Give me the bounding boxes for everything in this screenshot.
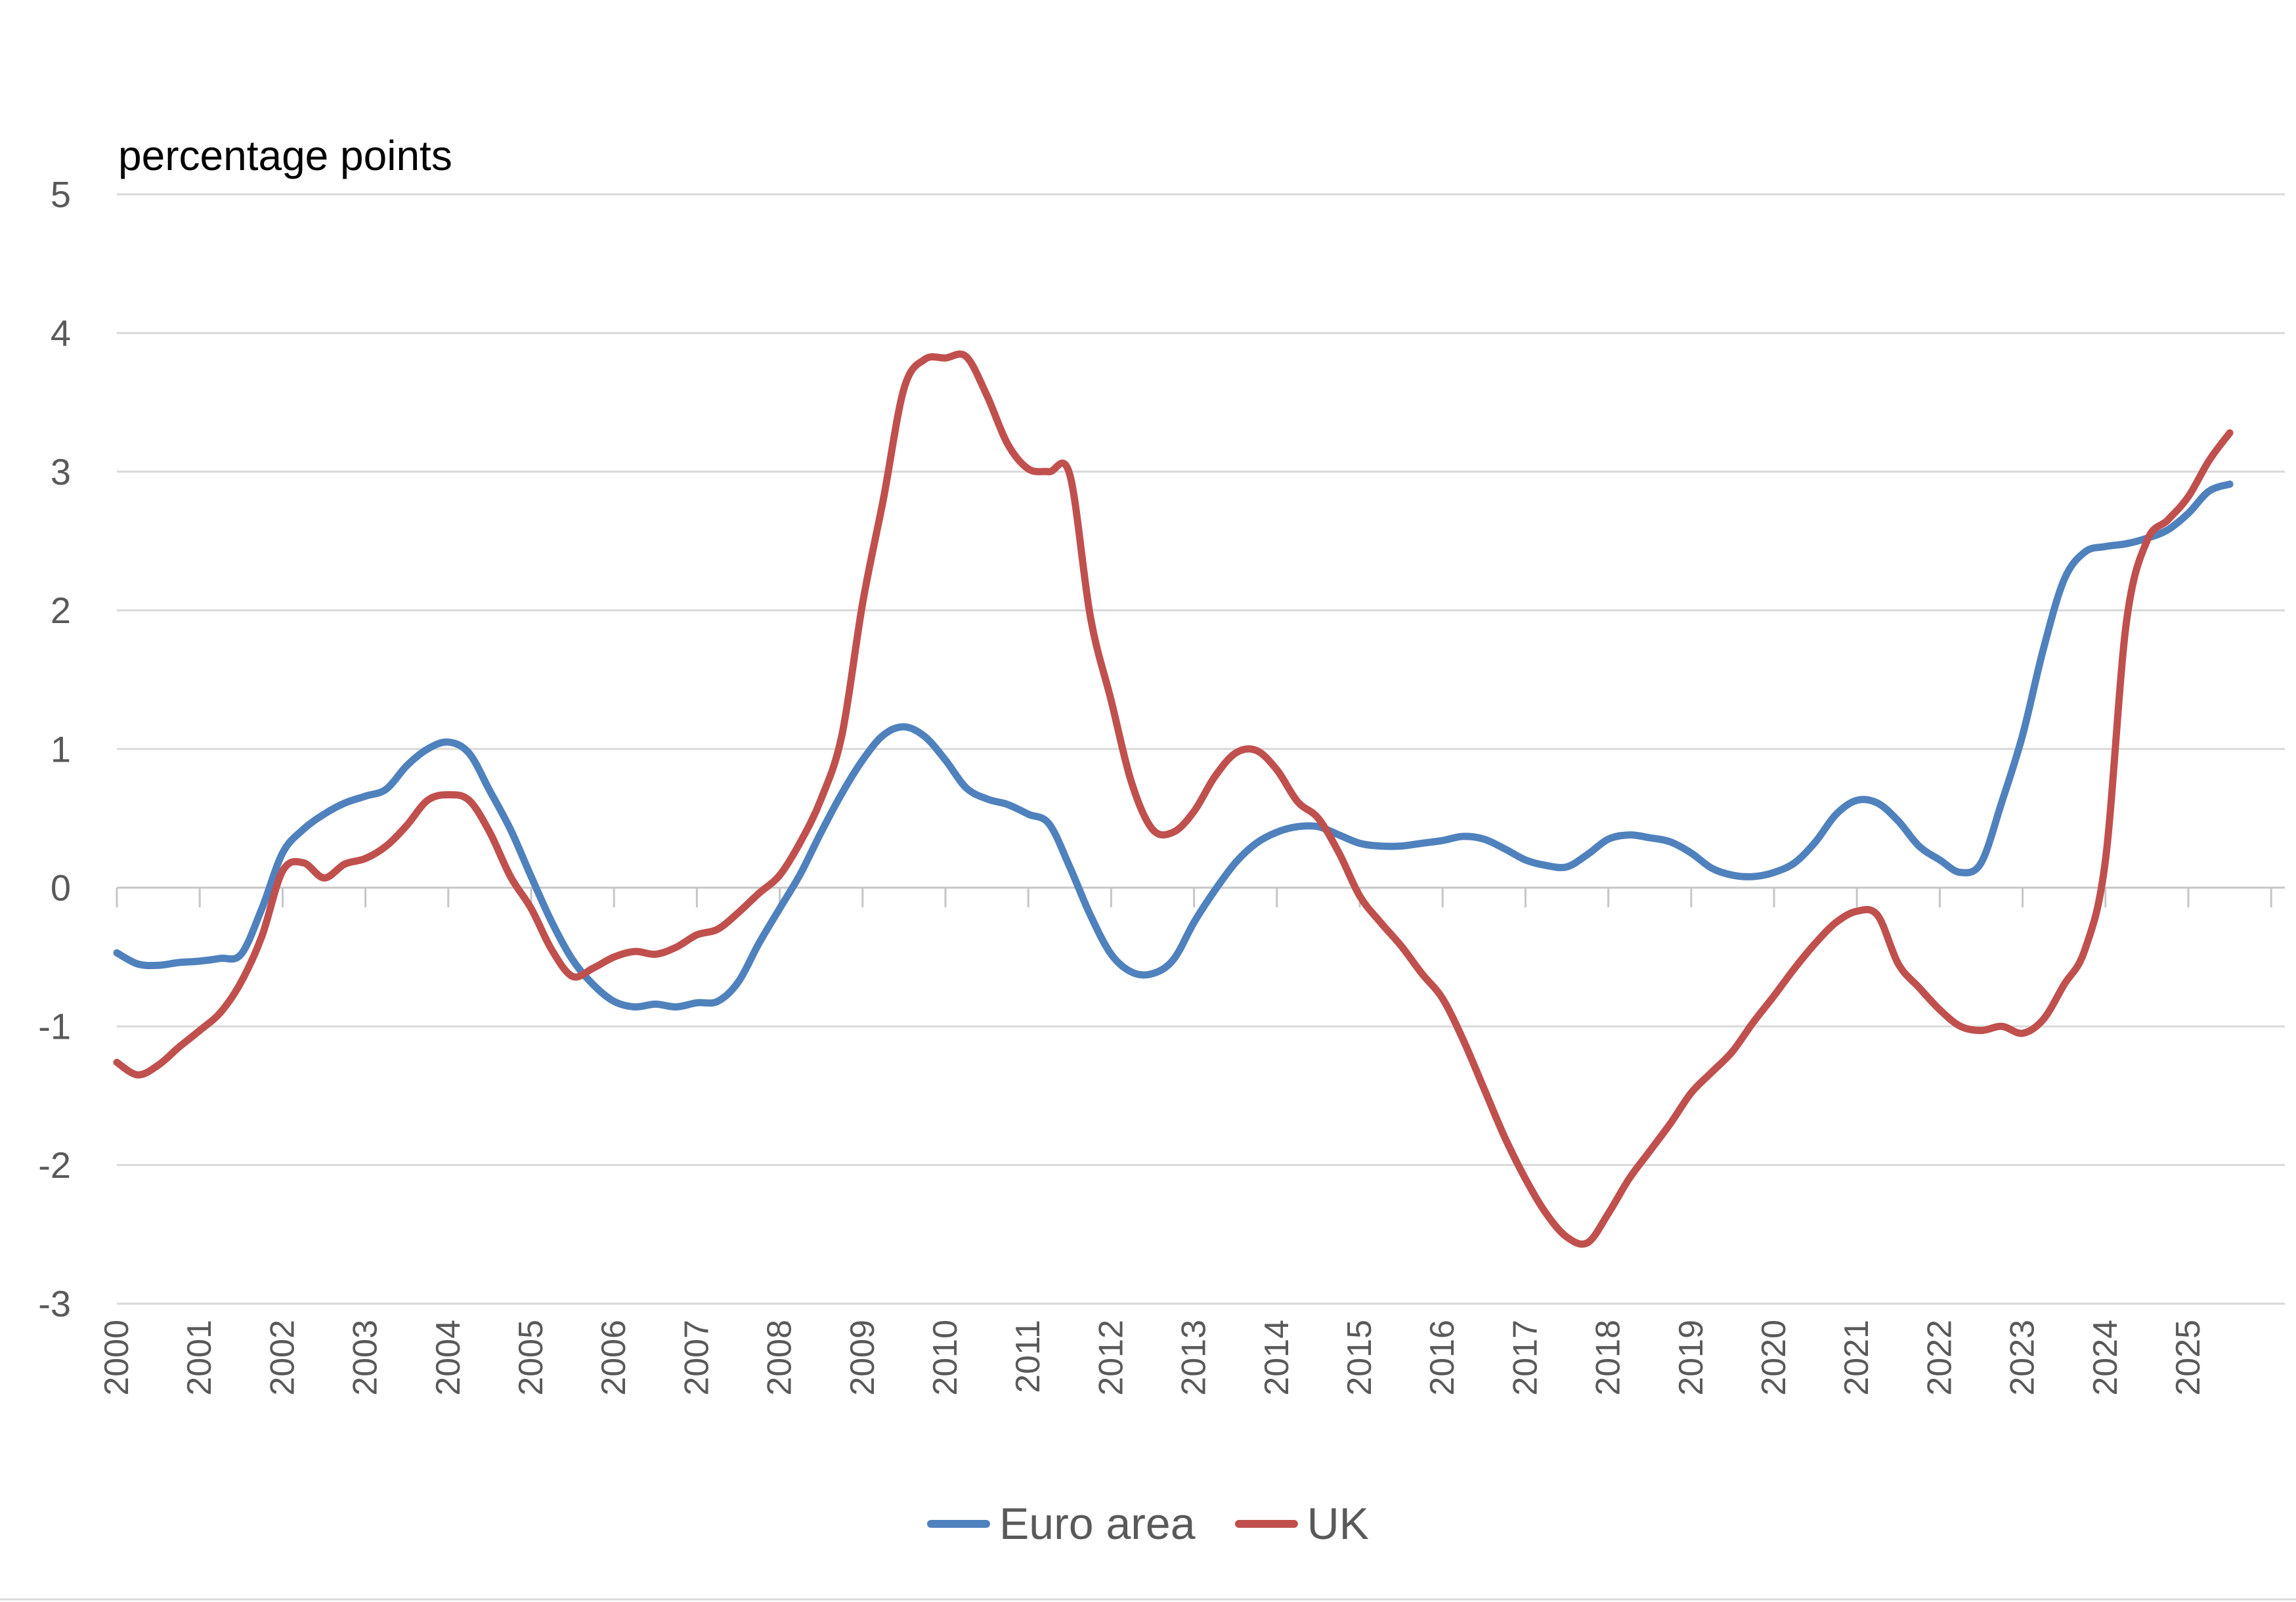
x-tick-label: 2024 [2087,1320,2125,1396]
y-tick-label: -1 [38,1006,71,1047]
x-tick-label: 2022 [1920,1320,1959,1396]
x-tick-label: 2021 [1838,1320,1876,1396]
x-tick-label: 2011 [1009,1320,1047,1393]
y-tick-label: 1 [51,728,71,769]
y-tick-label: 2 [51,590,71,631]
x-tick-label: 2002 [263,1320,301,1396]
series-line-uk [113,350,2234,1248]
x-tick-label: 2025 [2169,1320,2207,1396]
x-tick-label: 2007 [678,1320,716,1396]
euro-area-line-swatch-icon [926,1520,990,1528]
x-axis [116,886,2285,907]
x-tick-label: 2019 [1672,1320,1710,1396]
y-tick-label: 5 [51,174,71,215]
x-tick-label: 2017 [1506,1320,1544,1396]
x-tick-label: 2008 [761,1320,799,1396]
x-tick-label: 2013 [1175,1320,1213,1396]
chart-title: percentage points [118,132,452,179]
x-tick-label: 2005 [512,1320,550,1396]
y-tick-label: -2 [38,1144,71,1186]
x-tick-label: 2004 [429,1320,467,1396]
x-tick-label: 2000 [98,1320,136,1396]
uk-line-swatch-icon [1234,1520,1298,1528]
x-tick-label: 2006 [595,1320,633,1396]
x-tick-label: 2015 [1341,1320,1379,1396]
x-axis-labels: 2000 2001 2002 2003 2004 2005 2006 2007 2008 2009… [98,1320,2207,1396]
y-tick-label: 0 [51,867,71,909]
x-tick-label: 2009 [844,1320,882,1396]
x-tick-label: 2014 [1258,1320,1296,1396]
x-tick-label: 2003 [347,1320,385,1396]
series-line-euro-area [113,480,2234,1011]
x-tick-label: 2016 [1423,1320,1462,1396]
x-tick-label: 2020 [1755,1320,1793,1396]
y-tick-label: 4 [51,313,71,354]
y-tick-label: 3 [51,451,71,492]
x-tick-label: 2023 [2004,1320,2042,1396]
legend-item-uk: UK [1234,1498,1370,1549]
legend-label-uk: UK [1307,1499,1370,1549]
legend-label-euro-area: Euro area [999,1499,1196,1549]
legend-item-euro-area: Euro area [926,1498,1196,1549]
x-tick-label: 2010 [926,1320,964,1396]
legend: Euro area UK [0,1498,2296,1549]
gridlines [117,193,2285,1305]
y-tick-label: -3 [38,1283,71,1324]
x-tick-label: 2018 [1590,1320,1628,1396]
x-tick-label: 2012 [1092,1320,1130,1396]
y-axis-labels: 5 4 3 2 1 0 -1 -2 -3 [38,174,71,1325]
x-tick-label: 2001 [181,1320,219,1396]
